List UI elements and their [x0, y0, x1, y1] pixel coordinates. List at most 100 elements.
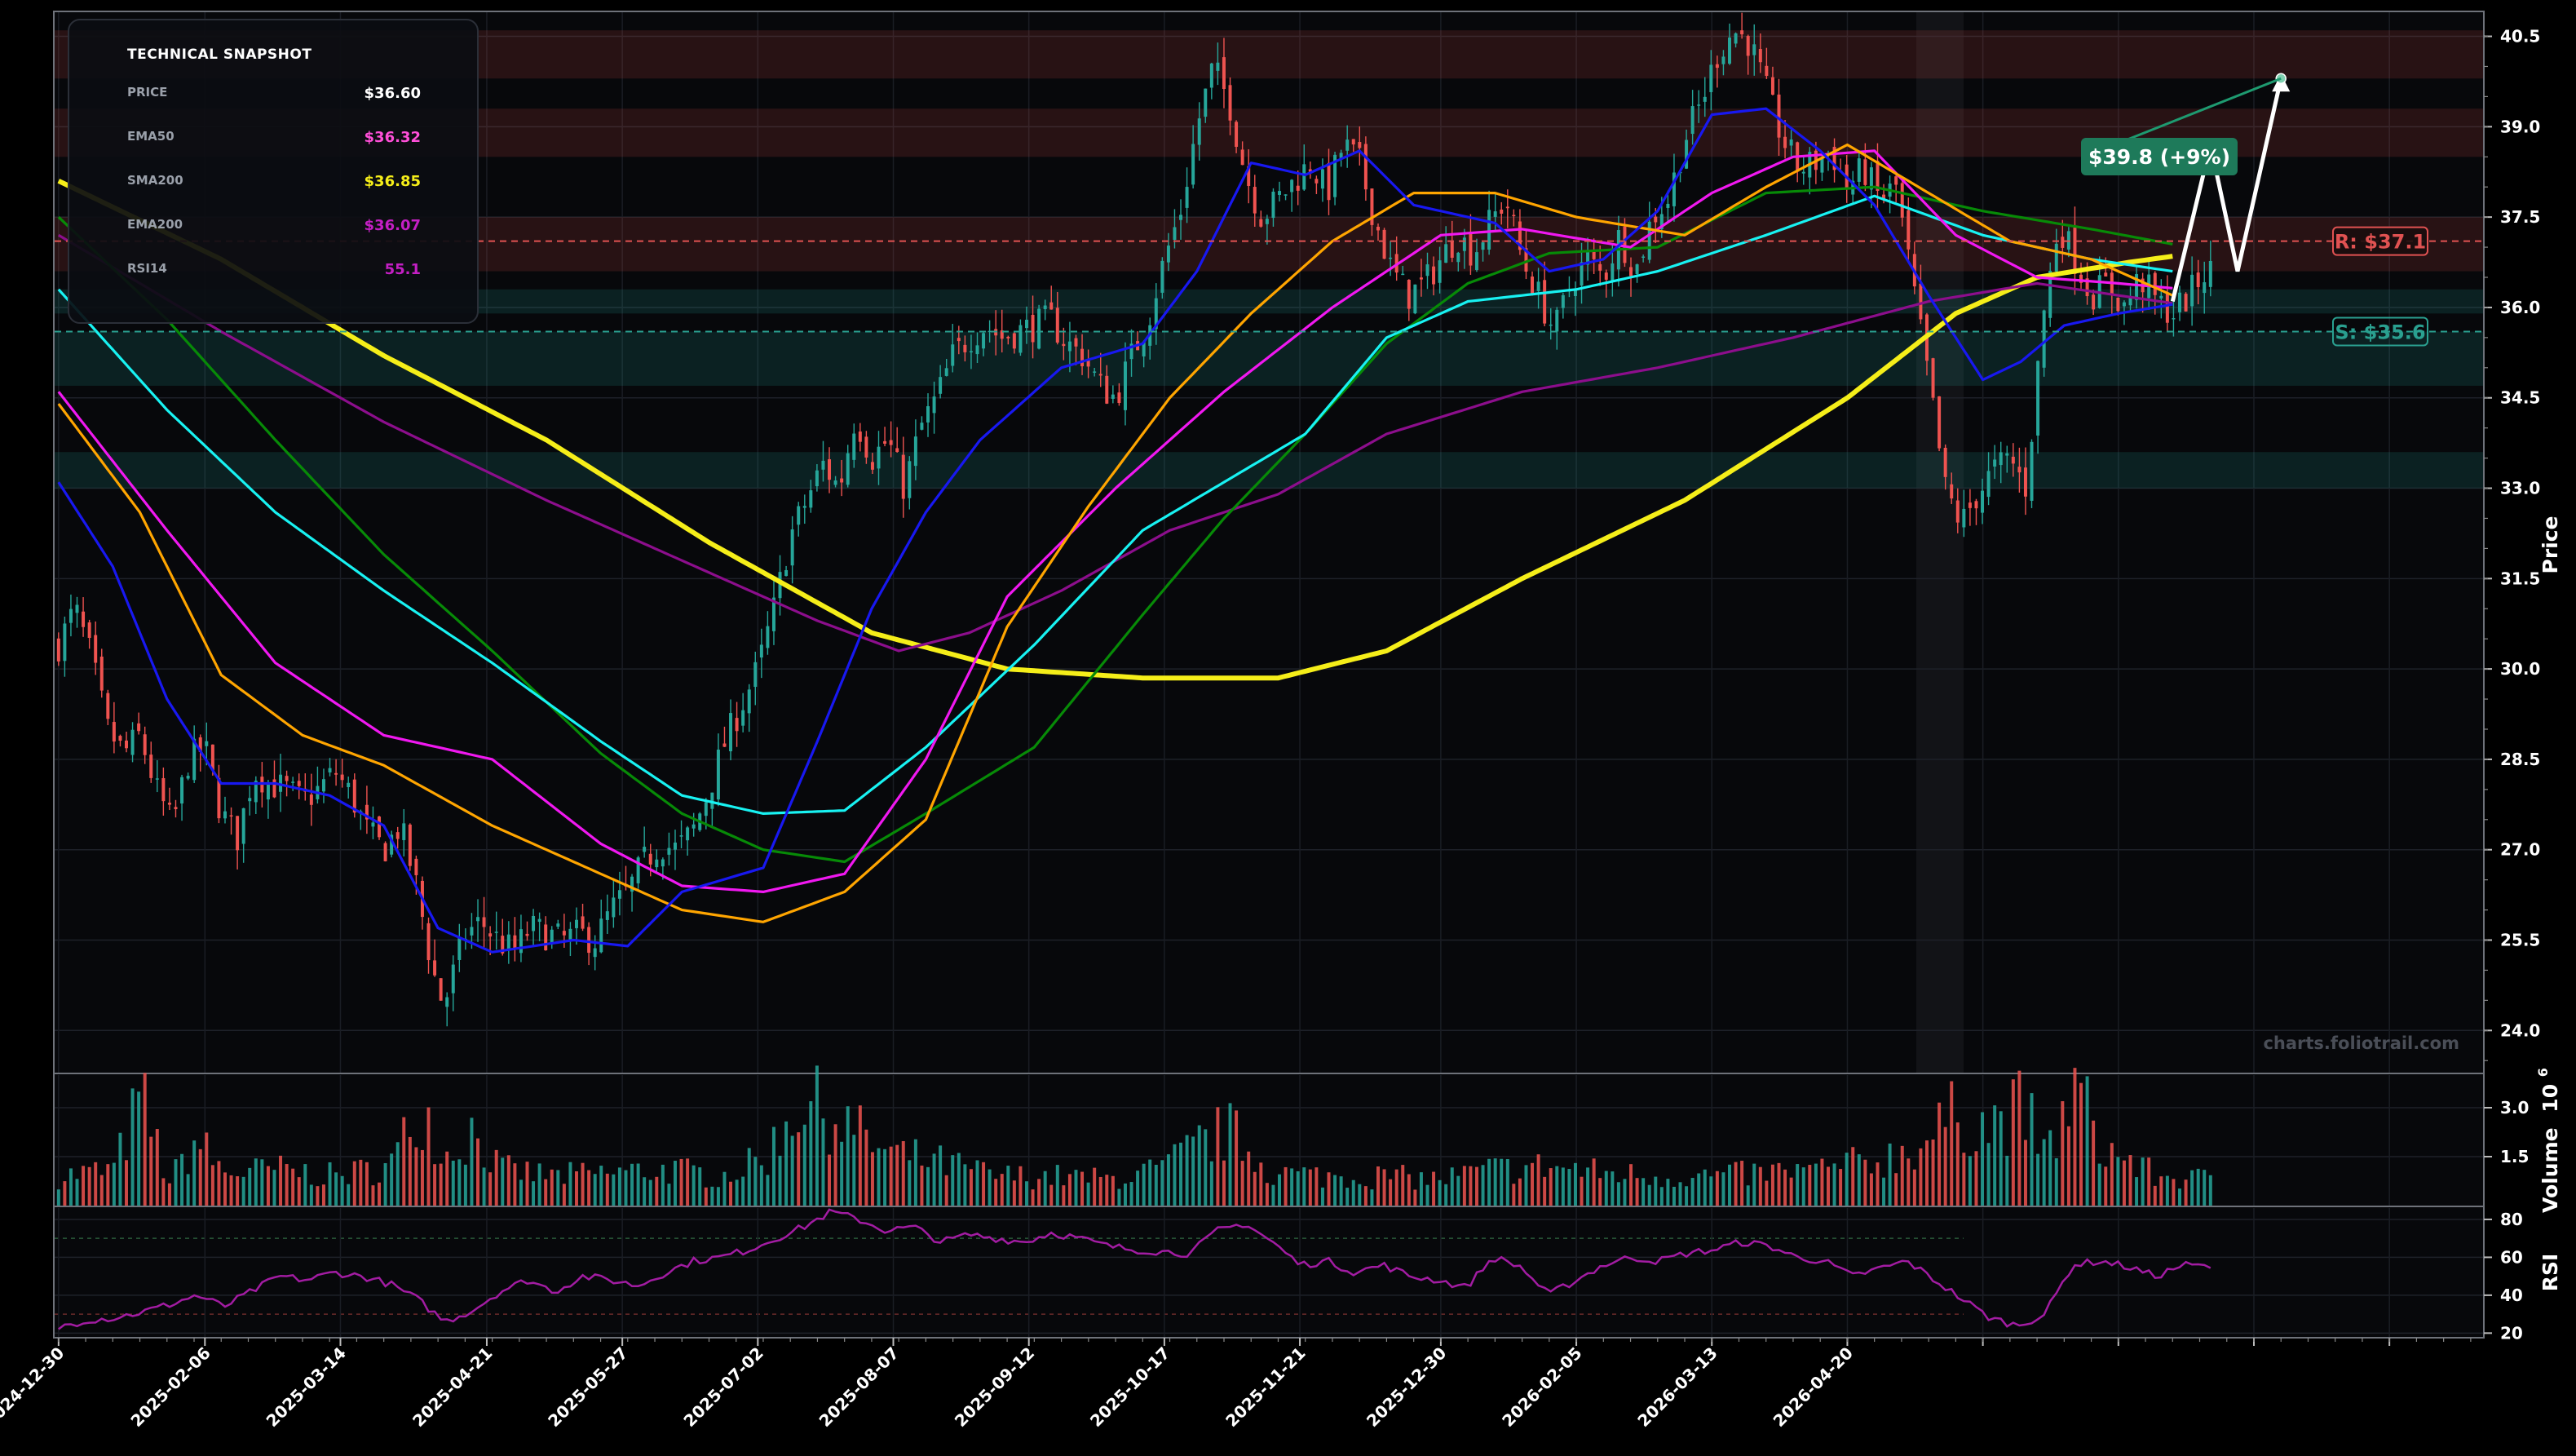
price-tick-label: 30.0 [2500, 659, 2540, 679]
volume-bar [316, 1186, 320, 1206]
snapshot-key-price: PRICE [127, 85, 167, 100]
volume-bar [68, 1168, 73, 1206]
volume-bar [470, 1117, 474, 1206]
candle-body [1031, 314, 1035, 343]
candle-body [2135, 274, 2139, 300]
volume-bar [476, 1138, 480, 1206]
volume-bar [501, 1157, 505, 1206]
candle-body [1654, 216, 1658, 223]
candle-body [137, 723, 141, 732]
volume-bar [1770, 1164, 1774, 1206]
candle-body [1235, 122, 1239, 148]
volume-bar [1697, 1173, 1701, 1206]
volume-bar [1592, 1158, 1596, 1206]
candle-body [809, 490, 813, 508]
candle-body [1481, 242, 1485, 250]
candle-body [908, 461, 912, 498]
candle-body [1308, 169, 1312, 172]
volume-bar [1950, 1081, 1954, 1206]
volume-bar [1931, 1140, 1935, 1206]
candle-body [1376, 226, 1380, 231]
candle-body [1518, 221, 1522, 250]
candle-body [858, 431, 862, 442]
snapshot-value-rsi14: 55.1 [385, 261, 421, 278]
candle-body [1093, 371, 1097, 373]
ma-line-sma200 [57, 179, 2173, 681]
candle-body [371, 822, 375, 827]
candle-body [395, 832, 400, 839]
volume-bar [1752, 1163, 1756, 1206]
candle-body [1179, 215, 1183, 220]
candle-body [476, 917, 480, 922]
candle-body [457, 937, 462, 960]
volume-bar [210, 1165, 214, 1206]
volume-bar [550, 1169, 554, 1206]
volume-bar [2097, 1163, 2101, 1206]
volume-bar [1290, 1168, 1294, 1206]
volume-bar [778, 1155, 782, 1206]
candle-body [691, 824, 696, 829]
volume-bar [1093, 1167, 1097, 1206]
ma-line-sma100 [57, 185, 2173, 864]
candle-body [1573, 290, 1577, 296]
candle-body [328, 768, 332, 772]
moving-average-lines [57, 107, 2173, 954]
volume-bar [383, 1162, 387, 1206]
volume-bar [2011, 1079, 2015, 1206]
volume-bar [1734, 1162, 1738, 1206]
candle-body [1247, 166, 1251, 186]
candle-body [2116, 297, 2120, 312]
candle-body [2079, 274, 2083, 283]
volume-bar [463, 1164, 467, 1206]
candle-body [241, 808, 245, 844]
candle-body [1067, 341, 1071, 352]
volume-bar [575, 1171, 578, 1206]
volume-bar [753, 1157, 758, 1206]
volume-bar [1216, 1107, 1220, 1206]
volume-bar [1647, 1184, 1651, 1206]
candle-body [833, 480, 837, 485]
candle-body [710, 792, 714, 809]
volume-bar [192, 1140, 197, 1206]
candle-body [229, 815, 233, 817]
volume-bar [2048, 1130, 2052, 1206]
candle-body [1401, 273, 1405, 276]
volume-bar [1166, 1154, 1170, 1206]
candle-body [1469, 232, 1473, 266]
candle-body [1000, 330, 1004, 339]
candle-body [63, 623, 67, 662]
candle-body [125, 740, 128, 749]
volume-bar [2165, 1175, 2169, 1206]
volume-bar [352, 1161, 356, 1206]
volume-bar [1438, 1179, 1442, 1206]
volume-bar [1659, 1187, 1664, 1206]
candle-body [1389, 257, 1393, 259]
candle-body [1123, 361, 1127, 410]
volume-bar [99, 1175, 104, 1206]
volume-bar [236, 1176, 240, 1206]
candle-body [1993, 459, 1997, 467]
volume-bar [532, 1181, 536, 1206]
volume-bar [982, 1162, 986, 1206]
candle-body [2122, 302, 2126, 307]
candle-body [1259, 219, 1263, 227]
candle-body [1629, 267, 1633, 277]
snapshot-key-ema50: EMA50 [127, 129, 175, 144]
candle-body [1586, 251, 1590, 265]
volume-bar [1801, 1167, 1805, 1206]
volume-bar [1500, 1158, 1504, 1206]
candle-body [716, 750, 720, 800]
volume-bar [828, 1154, 832, 1206]
candle-body [1635, 264, 1639, 274]
volume-bar [1986, 1143, 1991, 1206]
projection-path [2170, 77, 2283, 303]
candle-body [180, 777, 184, 804]
price-axis-title: Price [2538, 516, 2562, 574]
candle-body [1142, 341, 1146, 356]
candle-body [2153, 272, 2157, 295]
candle-body [347, 782, 351, 788]
volume-bar [605, 1173, 609, 1206]
volume-bar [599, 1166, 603, 1206]
volume-bar [630, 1163, 634, 1206]
